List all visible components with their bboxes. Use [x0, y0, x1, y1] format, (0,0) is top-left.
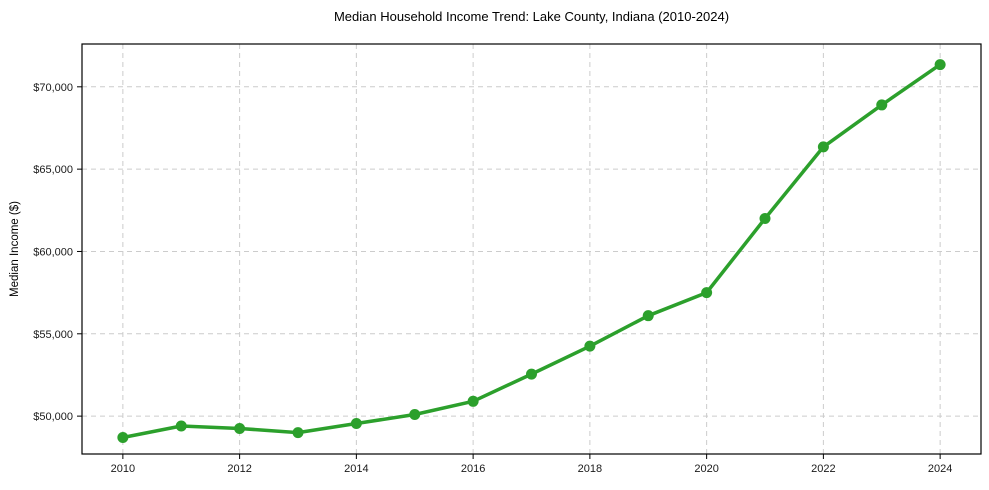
data-point-2020 [701, 287, 713, 299]
data-point-2016 [467, 395, 479, 407]
tick-label-x-2018: 2018 [578, 463, 602, 475]
data-point-2012 [234, 422, 246, 434]
tick-label-y-50000: $50,000 [33, 411, 73, 423]
data-point-2018 [584, 340, 596, 352]
tick-label-x-2010: 2010 [111, 463, 135, 475]
tick-label-x-2024: 2024 [928, 463, 952, 475]
tick-label-x-2012: 2012 [227, 463, 251, 475]
data-point-2023 [876, 99, 888, 111]
data-point-2010 [117, 432, 129, 444]
data-point-2017 [526, 368, 537, 380]
data-point-2014 [350, 418, 362, 430]
plot-border [81, 43, 982, 455]
tick-label-x-2022: 2022 [811, 463, 835, 475]
tick-label-y-65000: $65,000 [33, 164, 73, 176]
tick-label-x-2016: 2016 [461, 463, 485, 475]
data-point-2019 [642, 310, 654, 322]
tick-label-y-60000: $60,000 [33, 246, 73, 258]
tick-label-y-55000: $55,000 [33, 329, 73, 341]
data-point-2024 [934, 59, 946, 71]
data-point-2021 [759, 213, 771, 225]
data-point-2013 [292, 427, 304, 439]
chart-title: Median Household Income Trend: Lake Coun… [333, 9, 730, 24]
tick-label-x-2020: 2020 [694, 463, 718, 475]
data-point-2015 [409, 408, 421, 420]
tick-label-y-70000: $70,000 [33, 82, 73, 94]
tick-label-x-2014: 2014 [344, 463, 368, 475]
data-point-2022 [817, 141, 829, 153]
data-point-2011 [175, 420, 187, 432]
